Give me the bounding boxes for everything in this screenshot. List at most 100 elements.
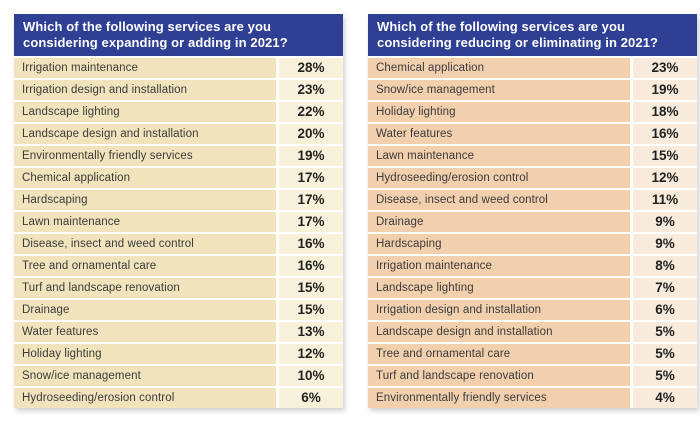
table-row: Hardscaping 9%	[368, 233, 697, 254]
table-row: Environmentally friendly services 19%	[14, 145, 343, 166]
table-row: Chemical application 23%	[368, 57, 697, 78]
service-label: Turf and landscape renovation	[14, 277, 276, 298]
service-label: Environmentally friendly services	[14, 145, 276, 166]
table-row: Environmentally friendly services 4%	[368, 387, 697, 408]
expanding-services-rows: Irrigation maintenance 28% Irrigation desi…	[14, 57, 343, 408]
reducing-services-table-title: Which of the following services are you …	[368, 14, 697, 56]
service-percentage: 11%	[633, 189, 697, 210]
service-percentage: 13%	[279, 321, 343, 342]
service-label: Landscape design and installation	[14, 123, 276, 144]
service-percentage: 19%	[633, 79, 697, 100]
table-row: Turf and landscape renovation 5%	[368, 365, 697, 386]
table-row: Lawn maintenance 15%	[368, 145, 697, 166]
table-row: Landscape lighting 7%	[368, 277, 697, 298]
reducing-services-table: Which of the following services are you …	[368, 14, 697, 408]
service-percentage: 17%	[279, 189, 343, 210]
service-percentage: 6%	[633, 299, 697, 320]
table-row: Holiday lighting 12%	[14, 343, 343, 364]
service-percentage: 23%	[633, 57, 697, 78]
service-percentage: 8%	[633, 255, 697, 276]
service-label: Landscape lighting	[368, 277, 630, 298]
table-row: Hydroseeding/erosion control 6%	[14, 387, 343, 408]
reducing-services-rows: Chemical application 23% Snow/ice manageme…	[368, 57, 697, 408]
table-row: Irrigation maintenance 8%	[368, 255, 697, 276]
table-row: Irrigation design and installation 6%	[368, 299, 697, 320]
service-percentage: 15%	[279, 299, 343, 320]
table-row: Chemical application 17%	[14, 167, 343, 188]
service-label: Lawn maintenance	[14, 211, 276, 232]
service-label: Hydroseeding/erosion control	[14, 387, 276, 408]
table-row: Water features 16%	[368, 123, 697, 144]
service-percentage: 9%	[633, 233, 697, 254]
service-percentage: 23%	[279, 79, 343, 100]
service-label: Irrigation maintenance	[14, 57, 276, 78]
table-row: Holiday lighting 18%	[368, 101, 697, 122]
service-label: Hardscaping	[368, 233, 630, 254]
service-percentage: 12%	[279, 343, 343, 364]
service-percentage: 5%	[633, 343, 697, 364]
service-label: Landscape lighting	[14, 101, 276, 122]
table-row: Disease, insect and weed control 16%	[14, 233, 343, 254]
table-row: Drainage 9%	[368, 211, 697, 232]
service-percentage: 15%	[279, 277, 343, 298]
service-percentage: 17%	[279, 167, 343, 188]
service-percentage: 20%	[279, 123, 343, 144]
table-row: Tree and ornamental care 16%	[14, 255, 343, 276]
service-percentage: 16%	[633, 123, 697, 144]
service-label: Water features	[368, 123, 630, 144]
service-label: Lawn maintenance	[368, 145, 630, 166]
service-percentage: 12%	[633, 167, 697, 188]
service-percentage: 10%	[279, 365, 343, 386]
service-label: Water features	[14, 321, 276, 342]
service-label: Chemical application	[368, 57, 630, 78]
service-label: Tree and ornamental care	[14, 255, 276, 276]
table-row: Snow/ice management 19%	[368, 79, 697, 100]
service-label: Snow/ice management	[368, 79, 630, 100]
service-label: Disease, insect and weed control	[368, 189, 630, 210]
service-percentage: 17%	[279, 211, 343, 232]
service-percentage: 16%	[279, 233, 343, 254]
table-row: Turf and landscape renovation 15%	[14, 277, 343, 298]
table-row: Hydroseeding/erosion control 12%	[368, 167, 697, 188]
table-row: Disease, insect and weed control 11%	[368, 189, 697, 210]
service-percentage: 6%	[279, 387, 343, 408]
service-percentage: 15%	[633, 145, 697, 166]
expanding-services-table-title: Which of the following services are you …	[14, 14, 343, 56]
service-label: Tree and ornamental care	[368, 343, 630, 364]
service-label: Irrigation maintenance	[368, 255, 630, 276]
service-label: Hydroseeding/erosion control	[368, 167, 630, 188]
table-row: Landscape lighting 22%	[14, 101, 343, 122]
service-percentage: 5%	[633, 321, 697, 342]
service-percentage: 5%	[633, 365, 697, 386]
service-percentage: 18%	[633, 101, 697, 122]
service-label: Environmentally friendly services	[368, 387, 630, 408]
service-label: Irrigation design and installation	[368, 299, 630, 320]
table-row: Drainage 15%	[14, 299, 343, 320]
service-label: Holiday lighting	[14, 343, 276, 364]
service-label: Irrigation design and installation	[14, 79, 276, 100]
service-label: Disease, insect and weed control	[14, 233, 276, 254]
service-label: Drainage	[368, 211, 630, 232]
service-label: Snow/ice management	[14, 365, 276, 386]
service-percentage: 28%	[279, 57, 343, 78]
service-percentage: 16%	[279, 255, 343, 276]
table-row: Tree and ornamental care 5%	[368, 343, 697, 364]
service-percentage: 7%	[633, 277, 697, 298]
service-percentage: 4%	[633, 387, 697, 408]
table-row: Landscape design and installation 5%	[368, 321, 697, 342]
table-row: Water features 13%	[14, 321, 343, 342]
table-row: Landscape design and installation 20%	[14, 123, 343, 144]
table-row: Hardscaping 17%	[14, 189, 343, 210]
service-label: Chemical application	[14, 167, 276, 188]
service-percentage: 9%	[633, 211, 697, 232]
service-percentage: 19%	[279, 145, 343, 166]
service-label: Holiday lighting	[368, 101, 630, 122]
table-row: Irrigation design and installation 23%	[14, 79, 343, 100]
service-label: Drainage	[14, 299, 276, 320]
table-row: Snow/ice management 10%	[14, 365, 343, 386]
service-label: Landscape design and installation	[368, 321, 630, 342]
expanding-services-table: Which of the following services are you …	[14, 14, 343, 408]
service-label: Hardscaping	[14, 189, 276, 210]
table-row: Lawn maintenance 17%	[14, 211, 343, 232]
